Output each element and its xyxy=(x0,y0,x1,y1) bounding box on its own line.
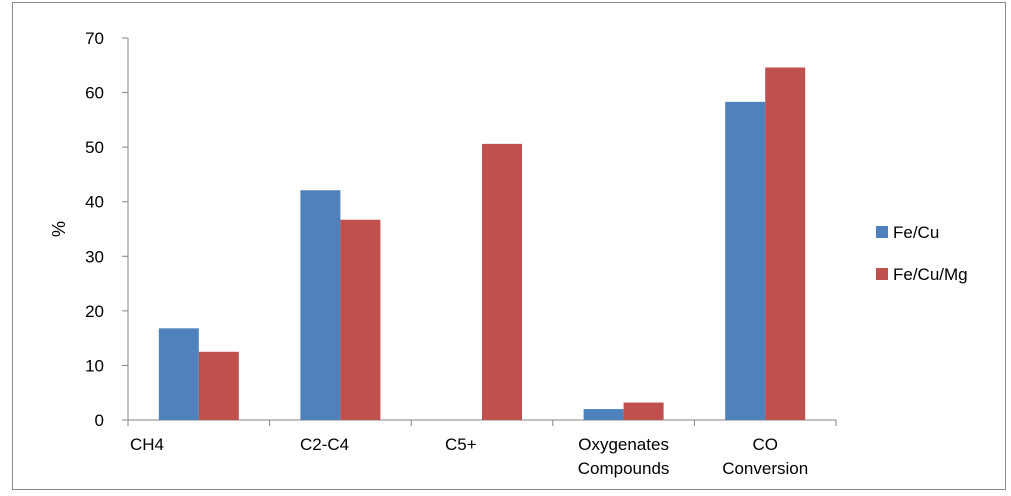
legend: Fe/Cu Fe/Cu/Mg xyxy=(876,223,968,284)
bar-fe-cu-4 xyxy=(725,101,766,420)
bar-fe-cu-mg-3 xyxy=(623,402,664,420)
legend-swatch xyxy=(876,226,888,238)
y-tick-label: 0 xyxy=(95,411,104,430)
x-category-label: C2-C4 xyxy=(300,435,349,454)
y-axis-title-group: % xyxy=(49,221,69,237)
x-category-label: Oxygenates Compounds xyxy=(578,435,670,478)
y-tick-label: 20 xyxy=(85,302,104,321)
y-tick-label: 50 xyxy=(85,138,104,157)
legend-swatch xyxy=(876,268,888,280)
y-tick-label: 30 xyxy=(85,247,104,266)
bar-fe-cu-1 xyxy=(300,190,341,420)
legend-label: Fe/Cu xyxy=(893,223,939,242)
bars xyxy=(158,67,806,421)
y-tick-labels: 0 10 20 30 40 50 60 70 xyxy=(85,29,104,430)
bar-fe-cu-mg-0 xyxy=(198,351,239,420)
bar-fe-cu-3 xyxy=(583,409,624,420)
y-tick-label: 70 xyxy=(85,29,104,48)
x-category-label: CH4 xyxy=(130,435,164,454)
bar-fe-cu-mg-2 xyxy=(482,143,522,420)
x-category-label: CO Conversion xyxy=(722,435,808,478)
legend-label: Fe/Cu/Mg xyxy=(893,265,968,284)
x-category-label: C5+ xyxy=(445,435,477,454)
category-labels: CH4 C2-C4 C5+ Oxygenates Compounds CO Conversi… xyxy=(130,435,808,478)
y-tick-label: 40 xyxy=(85,193,104,212)
bar-fe-cu-mg-4 xyxy=(765,67,806,421)
bar-fe-cu-0 xyxy=(158,328,199,420)
bar-fe-cu-mg-1 xyxy=(340,219,381,420)
y-axis-title: % xyxy=(49,221,69,237)
y-tick-label: 10 xyxy=(85,356,104,375)
y-tick-label: 60 xyxy=(85,84,104,103)
